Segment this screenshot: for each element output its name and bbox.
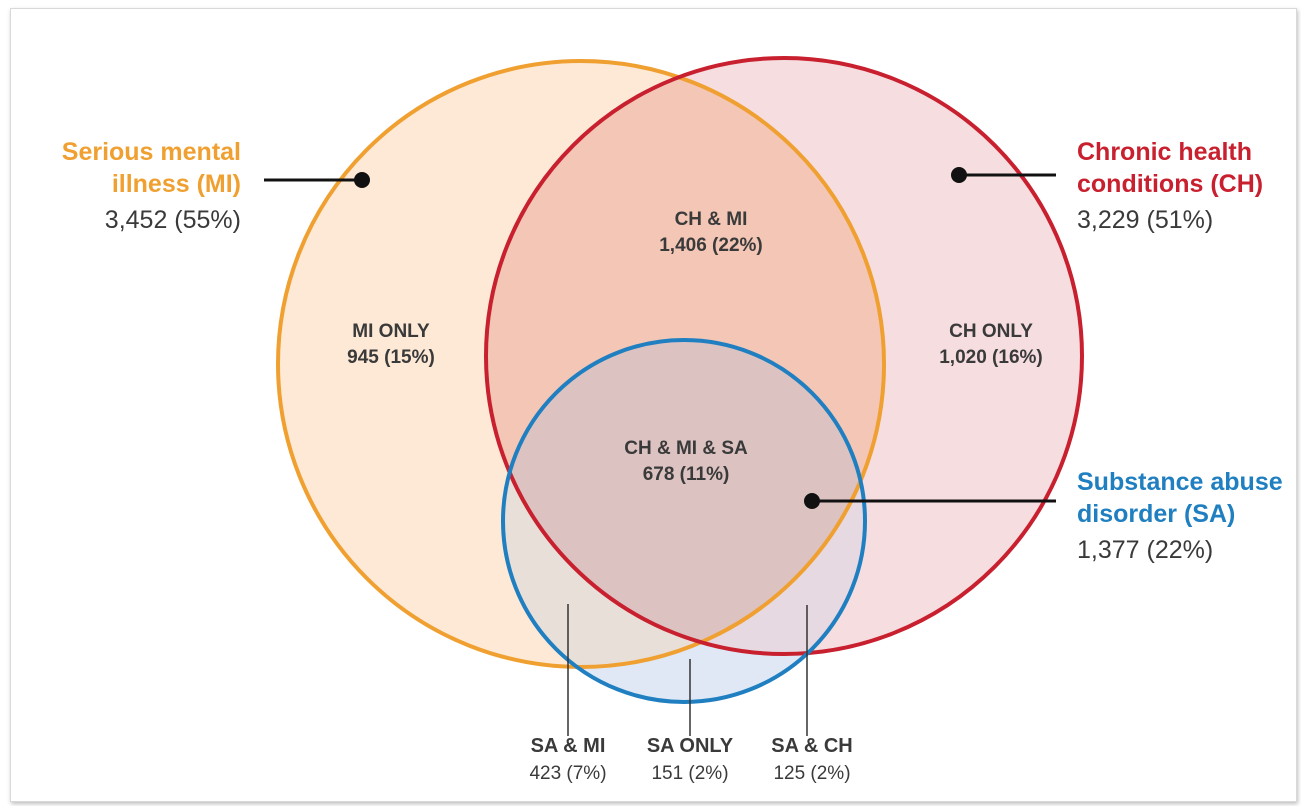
mi-leader-dot [354,172,370,188]
segment-ch-only-label: CH ONLY [949,321,1033,342]
mi-title: Serious mental illness (MI) [41,136,241,200]
sa-title: Substance abuse disorder (SA) [1077,466,1292,530]
segment-sa-mi-count: 423 (7%) [529,763,607,784]
segment-ch-mi-sa-label: CH & MI & SA [624,438,748,459]
venn-diagram [264,56,1084,736]
segment-ch-mi-label: CH & MI [674,209,748,230]
ch-title: Chronic health conditions (CH) [1077,136,1292,200]
mi-title-line1: Serious mental [61,138,241,166]
segment-sa-ch-count: 125 (2%) [773,763,851,784]
segment-sa-mi-label: SA & MI [530,735,606,757]
diagram-frame: Serious mental illness (MI) 3,452 (55%) … [10,8,1297,802]
ch-title-line2: conditions (CH) [1077,170,1264,198]
mi-circle-outline [276,59,886,669]
sa-circle-outline [501,338,867,704]
segment-ch-only: CH ONLY 1,020 (16%) [906,319,1076,371]
segment-ch-mi-sa: CH & MI & SA 678 (11%) [591,436,781,488]
segment-mi-only-count: 945 (15%) [347,347,435,368]
segment-mi-only: MI ONLY 945 (15%) [311,319,471,371]
mi-count: 3,452 (55%) [104,206,241,234]
mi-title-line2: illness (MI) [111,170,241,198]
segment-ch-mi: CH & MI 1,406 (22%) [621,207,801,259]
segment-ch-only-count: 1,020 (16%) [939,347,1043,368]
ch-leader-dot [951,167,967,183]
segment-sa-only-label: SA ONLY [646,735,734,757]
ch-circle-outline [484,56,1084,656]
segment-sa-ch: SA & CH 125 (2%) [752,733,872,787]
segment-sa-mi: SA & MI 423 (7%) [508,733,628,787]
segment-ch-mi-count: 1,406 (22%) [659,235,763,256]
ch-count: 3,229 (51%) [1077,206,1214,234]
segment-mi-only-label: MI ONLY [352,321,430,342]
ch-title-line1: Chronic health [1077,138,1253,166]
segment-sa-only-count: 151 (2%) [651,763,729,784]
segment-sa-only: SA ONLY 151 (2%) [630,733,750,787]
sa-title-line2: disorder (SA) [1077,500,1236,528]
segment-sa-ch-label: SA & CH [771,735,853,757]
sa-leader-dot [804,493,820,509]
sa-title-line1: Substance abuse [1077,468,1283,496]
segment-ch-mi-sa-count: 678 (11%) [642,464,730,485]
sa-count: 1,377 (22%) [1077,536,1214,564]
